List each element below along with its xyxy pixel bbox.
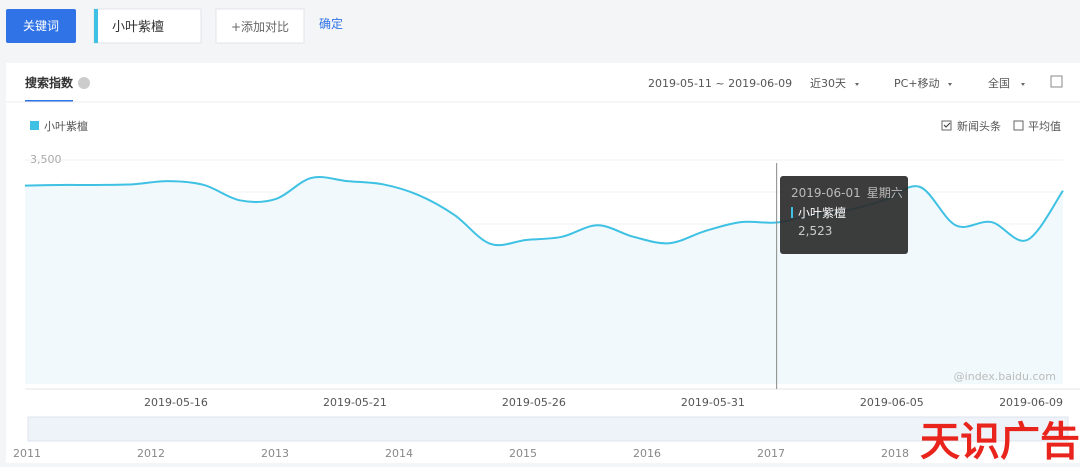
tooltip-date: 2019-06-01 星期六 (791, 186, 903, 200)
year-label: 2018 (881, 447, 909, 460)
confirm[interactable]: 确定 (319, 16, 343, 31)
y-tick-label: 3,500 (30, 153, 62, 166)
average-checkbox[interactable] (1013, 120, 1024, 131)
x-tick-label: 2019-05-26 (502, 396, 566, 409)
date-range[interactable]: 2019-05-11 ~ 2019-06-09 (648, 77, 792, 90)
watermark: @index.baidu.com (954, 370, 1056, 383)
x-tick-label: 2019-06-09 (999, 396, 1063, 409)
year-label: 2016 (633, 447, 661, 460)
chart: 5001,0001,5002,0002,5003,0003,5002019-05… (24, 153, 1080, 409)
add-compare[interactable] (215, 8, 305, 44)
timeline-track[interactable] (27, 416, 1069, 442)
timeline-years: 2011 2012 2013 2014 2015 2016 2017 2018 (13, 447, 909, 460)
year-label: 2014 (385, 447, 413, 460)
dropdown-arrows (855, 83, 1025, 86)
overlay-watermark: 天识广告 (920, 419, 1080, 463)
tooltip-series: 小叶紫檀 (798, 205, 846, 220)
tooltip (780, 176, 908, 254)
year-label: 2013 (261, 447, 289, 460)
keyword-input[interactable] (93, 8, 202, 44)
average-label: 平均值 (1028, 120, 1061, 133)
tab-underline (25, 100, 73, 102)
period[interactable]: 近30天 (810, 77, 846, 90)
x-tick-label: 2019-05-21 (323, 396, 387, 409)
keyword-text: 小叶紫檀 (112, 19, 164, 35)
device[interactable]: PC+移动 (894, 77, 940, 90)
export-icon[interactable] (1050, 75, 1063, 88)
year-label: 2011 (13, 447, 41, 460)
x-tick-label: 2019-05-16 (144, 396, 208, 409)
news-checkbox[interactable] (941, 120, 952, 131)
add-compare-label: +添加对比 (231, 20, 289, 34)
year-label: 2015 (509, 447, 537, 460)
legend-swatch (30, 121, 39, 130)
legend-label: 小叶紫檀 (44, 119, 88, 133)
keyword-color (94, 9, 98, 43)
year-label: 2012 (137, 447, 165, 460)
year-label: 2017 (757, 447, 785, 460)
keyword-button[interactable] (6, 9, 76, 43)
tooltip-swatch (791, 207, 793, 218)
tooltip-value: 2,523 (798, 224, 832, 238)
help-icon[interactable] (78, 77, 90, 89)
tooltip-weekday: 星期六 (867, 186, 903, 200)
check (943, 122, 951, 128)
keyword-button-label: 关键词 (23, 19, 59, 33)
x-tick-label: 2019-05-31 (681, 396, 745, 409)
region[interactable]: 全国 (988, 76, 1010, 90)
x-tick-label: 2019-06-05 (860, 396, 924, 409)
tab[interactable]: 搜索指数 (25, 75, 74, 90)
news-label: 新闻头条 (957, 119, 1001, 133)
tooltip-date-text: 2019-06-01 (791, 186, 861, 200)
